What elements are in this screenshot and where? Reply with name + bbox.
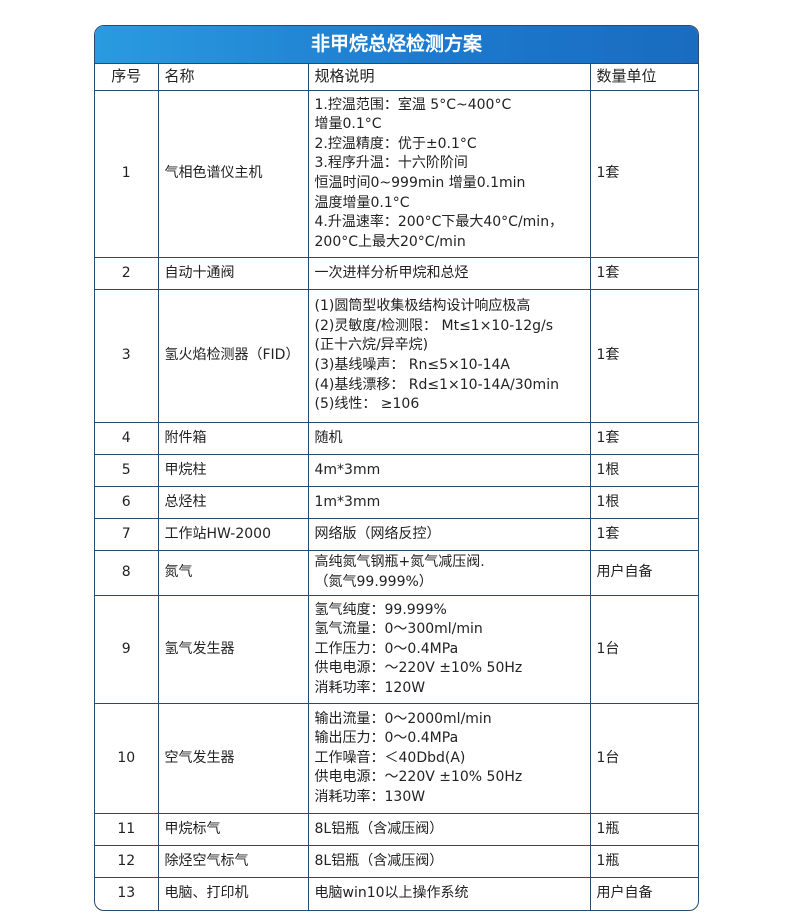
item-name: 甲烷标气 (157, 813, 309, 846)
header-no: 序号 (95, 63, 159, 91)
row-number: 12 (95, 845, 159, 878)
item-quantity: 1套 (589, 90, 698, 258)
item-spec: 氢气纯度：99.999% 氢气流量：0～300ml/min 工作压力：0～0.4… (307, 595, 591, 704)
item-spec: 输出流量：0～2000ml/min 输出压力：0～0.4MPa 工作噪音：＜40… (307, 703, 591, 814)
row-number: 6 (95, 486, 159, 519)
item-quantity: 用户自备 (589, 550, 698, 596)
table-row: 1 气相色谱仪主机 1.控温范围：室温 5°C~400°C 增量0.1°C 2.控温… (95, 90, 698, 258)
item-spec: 高纯氮气钢瓶+氮气减压阀. （氮气99.999%） (307, 550, 591, 596)
item-spec: 随机 (307, 422, 591, 455)
row-number: 10 (95, 703, 159, 814)
item-spec: 4m*3mm (307, 454, 591, 487)
table-row: 3 氢火焰检测器（FID） (1)圆筒型收集极结构设计响应极高 (2)灵敏度/检测限… (95, 289, 698, 423)
row-number: 3 (95, 289, 159, 423)
table-row: 4 附件箱 随机 1套 (95, 422, 698, 455)
item-name: 空气发生器 (157, 703, 309, 814)
item-spec: 一次进样分析甲烷和总烃 (307, 257, 591, 290)
row-number: 5 (95, 454, 159, 487)
table-row: 7 工作站HW-2000 网络版（网络反控） 1套 (95, 518, 698, 551)
row-number: 13 (95, 877, 159, 910)
item-spec: 1.控温范围：室温 5°C~400°C 增量0.1°C 2.控温精度：优于±0.… (307, 90, 591, 258)
item-spec: 电脑win10以上操作系统 (307, 877, 591, 910)
row-number: 1 (95, 90, 159, 258)
item-name: 氢火焰检测器（FID） (157, 289, 309, 423)
table-row: 6 总烃柱 1m*3mm 1根 (95, 486, 698, 519)
item-spec: 网络版（网络反控） (307, 518, 591, 551)
item-quantity: 1套 (589, 289, 698, 423)
table-row: 8 氮气 高纯氮气钢瓶+氮气减压阀. （氮气99.999%） 用户自备 (95, 550, 698, 596)
row-number: 7 (95, 518, 159, 551)
row-number: 11 (95, 813, 159, 846)
item-quantity: 用户自备 (589, 877, 698, 910)
table-row: 2 自动十通阀 一次进样分析甲烷和总烃 1套 (95, 257, 698, 290)
table-row: 12 除烃空气标气 8L铝瓶（含减压阀） 1瓶 (95, 845, 698, 878)
table-row: 13 电脑、打印机 电脑win10以上操作系统 用户自备 (95, 877, 698, 910)
spec-table: 序号 名称 规格说明 数量单位 1 气相色谱仪主机 1.控温范围：室温 5°C~40… (95, 63, 698, 910)
item-quantity: 1瓶 (589, 845, 698, 878)
table-row: 11 甲烷标气 8L铝瓶（含减压阀） 1瓶 (95, 813, 698, 846)
item-name: 电脑、打印机 (157, 877, 309, 910)
table-row: 5 甲烷柱 4m*3mm 1根 (95, 454, 698, 487)
item-quantity: 1套 (589, 422, 698, 455)
row-number: 9 (95, 595, 159, 704)
item-name: 工作站HW-2000 (157, 518, 309, 551)
item-spec: 8L铝瓶（含减压阀） (307, 845, 591, 878)
item-quantity: 1套 (589, 518, 698, 551)
row-number: 4 (95, 422, 159, 455)
spec-table-card: 非甲烷总烃检测方案 序号 名称 规格说明 数量单位 1 气相色谱仪主机 1.控温范围… (94, 25, 699, 911)
item-name: 附件箱 (157, 422, 309, 455)
item-name: 总烃柱 (157, 486, 309, 519)
item-spec: (1)圆筒型收集极结构设计响应极高 (2)灵敏度/检测限： Mt≤1×10-12… (307, 289, 591, 423)
item-quantity: 1台 (589, 703, 698, 814)
item-quantity: 1根 (589, 454, 698, 487)
row-number: 8 (95, 550, 159, 596)
item-quantity: 1根 (589, 486, 698, 519)
table-row: 10 空气发生器 输出流量：0～2000ml/min 输出压力：0～0.4MPa 工… (95, 703, 698, 814)
item-spec: 1m*3mm (307, 486, 591, 519)
item-quantity: 1台 (589, 595, 698, 704)
item-spec: 8L铝瓶（含减压阀） (307, 813, 591, 846)
header-qty: 数量单位 (589, 63, 698, 91)
table-row: 9 氢气发生器 氢气纯度：99.999% 氢气流量：0～300ml/min 工作压力… (95, 595, 698, 704)
item-name: 除烃空气标气 (157, 845, 309, 878)
header-name: 名称 (157, 63, 309, 91)
item-quantity: 1瓶 (589, 813, 698, 846)
item-name: 氢气发生器 (157, 595, 309, 704)
item-name: 气相色谱仪主机 (157, 90, 309, 258)
item-name: 氮气 (157, 550, 309, 596)
table-title: 非甲烷总烃检测方案 (95, 26, 698, 63)
item-quantity: 1套 (589, 257, 698, 290)
row-number: 2 (95, 257, 159, 290)
item-name: 自动十通阀 (157, 257, 309, 290)
header-row: 序号 名称 规格说明 数量单位 (95, 63, 698, 91)
header-spec: 规格说明 (307, 63, 591, 91)
item-name: 甲烷柱 (157, 454, 309, 487)
